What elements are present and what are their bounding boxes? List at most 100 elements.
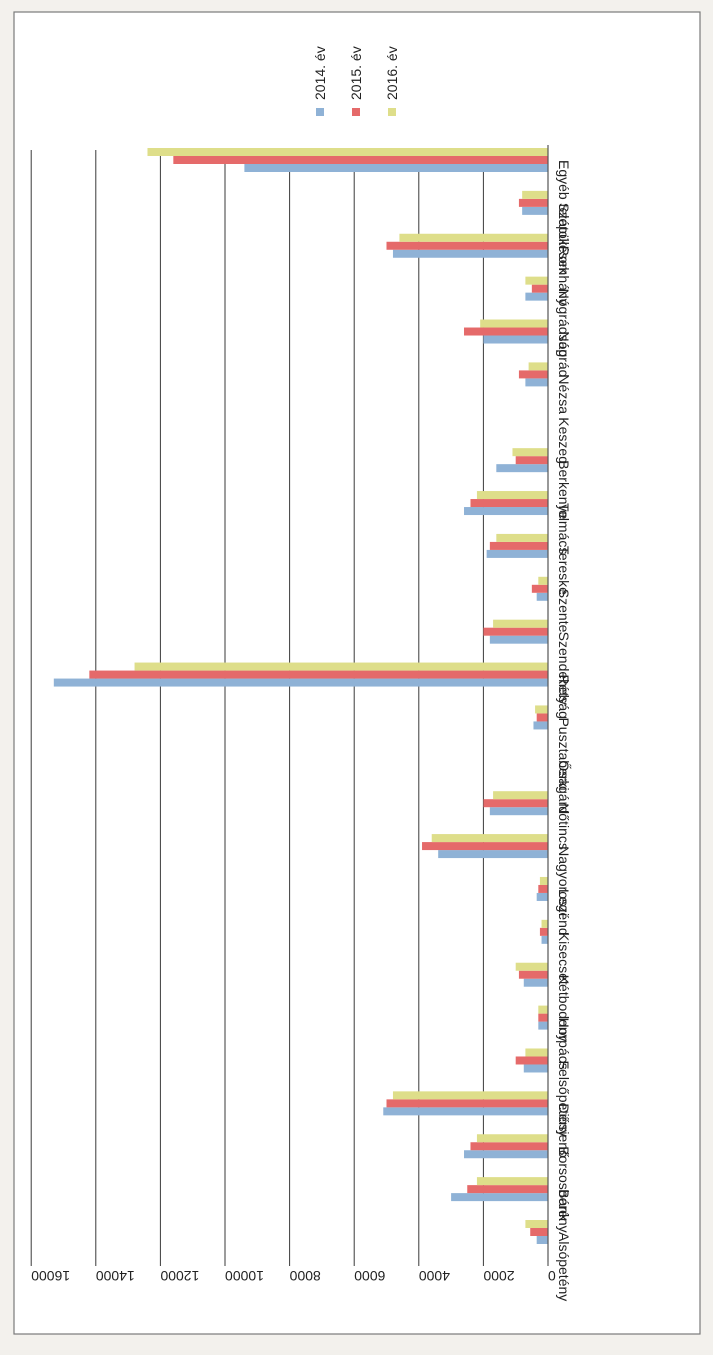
bar [522, 206, 548, 215]
bar [134, 662, 548, 671]
bar [476, 1134, 548, 1143]
bar [173, 156, 548, 164]
bar [522, 190, 548, 199]
bar [392, 1091, 548, 1100]
bar [431, 834, 548, 843]
category-label: Alsópetény [556, 1232, 572, 1301]
bar [392, 249, 548, 258]
bar [538, 1013, 548, 1022]
bar [244, 164, 548, 172]
bar [89, 670, 548, 679]
bar [493, 619, 548, 628]
category-label: Borsosberény [556, 1146, 572, 1232]
category-label: Nógrád [556, 332, 572, 378]
bar [147, 148, 549, 156]
category-label: Tolmács [556, 503, 572, 554]
bar [470, 499, 548, 508]
bar [515, 456, 548, 465]
bar [476, 1177, 548, 1186]
bar [541, 919, 548, 928]
bar [451, 1193, 548, 1202]
bar [489, 807, 548, 816]
bar [525, 1220, 548, 1228]
tick-label: 2000 [483, 1268, 514, 1284]
bar [531, 584, 548, 593]
bar [525, 276, 548, 285]
bar [383, 1107, 548, 1116]
bar [538, 1005, 548, 1014]
category-label: Ősagárd [556, 760, 572, 814]
bar [422, 842, 548, 851]
legend-swatch [388, 108, 396, 116]
bars [53, 148, 549, 1244]
bar [480, 319, 548, 328]
legend-label: 2014. év [312, 46, 328, 100]
bar [438, 850, 548, 859]
tick-label: 8000 [289, 1268, 320, 1284]
category-label: Szendehely [556, 632, 572, 705]
category-label: Kétbodony [556, 975, 572, 1042]
bar [518, 970, 548, 979]
bar [483, 627, 548, 636]
category-label: Bánk [556, 1189, 572, 1222]
category-label: Pusztaberki [556, 717, 572, 790]
bar [399, 233, 548, 242]
bar [533, 721, 548, 730]
legend: 2014. év 2015. év 2016. év [312, 46, 400, 116]
bar [536, 713, 548, 722]
category-label: Nógrádsáp [556, 289, 572, 358]
category-label: Keszeg [556, 417, 572, 464]
bar [464, 507, 548, 516]
bar [489, 541, 548, 550]
category-label: Berkenye [556, 460, 572, 519]
category-label: Nézsa [556, 374, 572, 414]
tick-label: 6000 [354, 1268, 385, 1284]
bar [523, 978, 548, 987]
bar [536, 592, 548, 601]
bar [470, 1142, 548, 1151]
category-label: Nagyoroszi [556, 846, 572, 916]
bar [53, 678, 549, 687]
bar [530, 1228, 548, 1236]
category-label: Egyéb települések [556, 160, 572, 275]
bar [518, 198, 548, 207]
bar [515, 1056, 548, 1065]
legend-label: 2015. év [348, 46, 364, 100]
bar [536, 892, 548, 901]
bar [483, 799, 548, 808]
tick-label: 14000 [96, 1268, 135, 1284]
bar [536, 1236, 548, 1244]
bar [538, 1021, 548, 1030]
tick-label: 16000 [31, 1268, 70, 1284]
bar [525, 1048, 548, 1057]
bar [525, 292, 548, 301]
bar [531, 284, 548, 293]
bar [518, 370, 548, 379]
bar [386, 241, 548, 250]
bar [539, 876, 548, 885]
bar [489, 635, 548, 644]
category-label: Horpács [556, 1018, 572, 1070]
tick-label: 0 [548, 1268, 556, 1284]
bar [493, 791, 548, 800]
category-label: Romhány [556, 246, 572, 306]
bar [538, 884, 548, 893]
tick-label: 12000 [160, 1268, 199, 1284]
tick-label: 4000 [419, 1268, 450, 1284]
legend-swatch [352, 108, 360, 116]
legend-label: 2016. év [384, 46, 400, 100]
bar [525, 378, 548, 387]
bar [538, 576, 548, 585]
bar [476, 491, 548, 500]
bar [464, 327, 548, 336]
category-label: Tereske [556, 546, 572, 595]
category-label: Szátok [556, 203, 572, 247]
bar [535, 705, 548, 714]
category-label: Nőtincs [556, 803, 572, 850]
bar [496, 464, 548, 473]
bar [486, 549, 548, 558]
bar [512, 448, 548, 457]
bar [539, 927, 548, 936]
